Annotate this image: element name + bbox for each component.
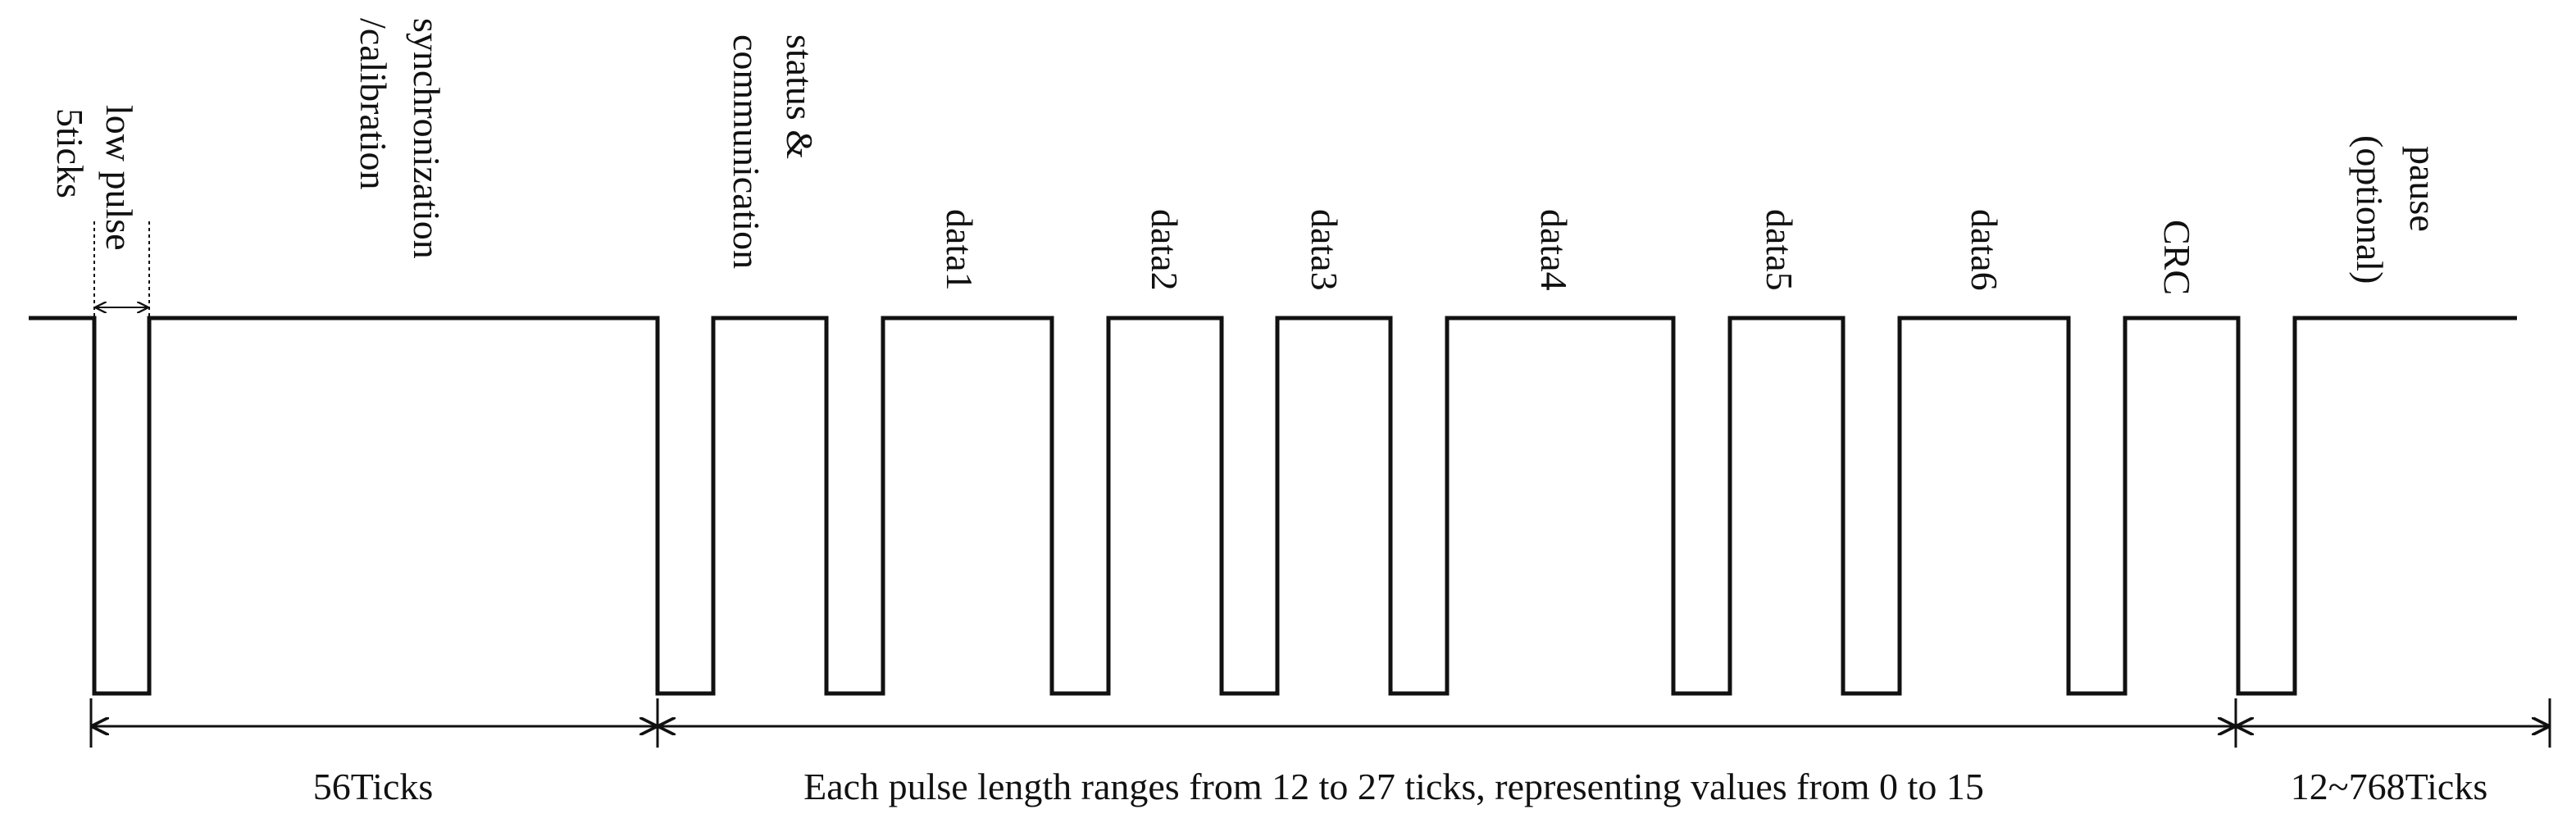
waveform xyxy=(29,316,2517,696)
label-data3: data3 xyxy=(1304,209,1345,291)
pause-span-label: 12~768Ticks xyxy=(2291,766,2487,807)
label-data1: data1 xyxy=(939,209,981,291)
label-data6: data6 xyxy=(1964,209,2005,291)
label-data2: data2 xyxy=(1144,209,1186,291)
label-pause-line1: pause xyxy=(2402,146,2444,232)
label-sync-line2: /calibration xyxy=(353,18,394,189)
label-crc: CRC xyxy=(2156,220,2198,295)
label-data5: data5 xyxy=(1759,209,1800,291)
nibbles-span-label: Each pulse length ranges from 12 to 27 t… xyxy=(803,766,1984,807)
label-low-pulse: low pulse xyxy=(98,105,140,251)
sync-span-label: 56Ticks xyxy=(313,766,434,807)
label-status-line2: communication xyxy=(726,34,767,269)
label-5ticks: 5ticks xyxy=(49,108,91,198)
label-data4: data4 xyxy=(1533,209,1575,291)
label-status-line1: status & xyxy=(779,34,821,159)
label-sync-line1: synchronization xyxy=(406,18,448,259)
label-pause-line2: (optional) xyxy=(2349,135,2391,284)
